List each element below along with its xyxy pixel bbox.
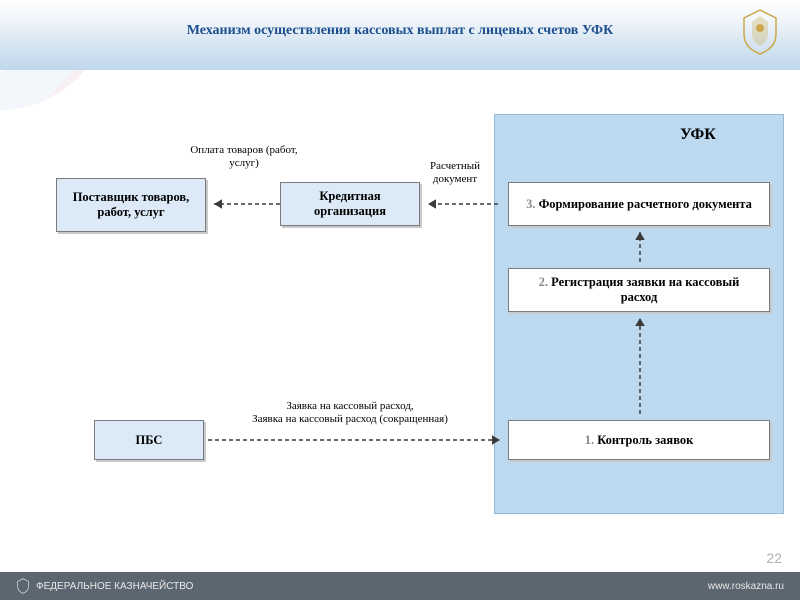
arrow-label: Оплата товаров (работ, услуг) <box>184 144 304 169</box>
entity-box: Кредитная организация <box>280 182 420 226</box>
footer-emblem-icon <box>16 578 30 594</box>
entity-box: Поставщик товаров, работ, услуг <box>56 178 206 232</box>
page-number: 22 <box>766 550 782 566</box>
ufk-step-box: 3. Формирование расчетного документа <box>508 182 770 226</box>
footer-org-text: ФЕДЕРАЛЬНОЕ КАЗНАЧЕЙСТВО <box>36 581 193 592</box>
diagram-canvas: УФК 3. Формирование расчетного документа… <box>0 90 800 550</box>
arrows-layer <box>0 90 800 550</box>
arrow-label: Заявка на кассовый расход, Заявка на кас… <box>220 400 480 425</box>
emblem-icon <box>740 8 780 56</box>
footer-org: ФЕДЕРАЛЬНОЕ КАЗНАЧЕЙСТВО <box>16 578 193 594</box>
page-title: Механизм осуществления кассовых выплат с… <box>140 22 660 40</box>
ufk-step-box: 1. Контроль заявок <box>508 420 770 460</box>
footer-url: www.roskazna.ru <box>708 581 784 592</box>
entity-box: ПБС <box>94 420 204 460</box>
arrow-label: Расчетный документ <box>410 160 500 185</box>
ufk-step-box: 2. Регистрация заявки на кассовый расход <box>508 268 770 312</box>
footer-bar: ФЕДЕРАЛЬНОЕ КАЗНАЧЕЙСТВО www.roskazna.ru <box>0 572 800 600</box>
